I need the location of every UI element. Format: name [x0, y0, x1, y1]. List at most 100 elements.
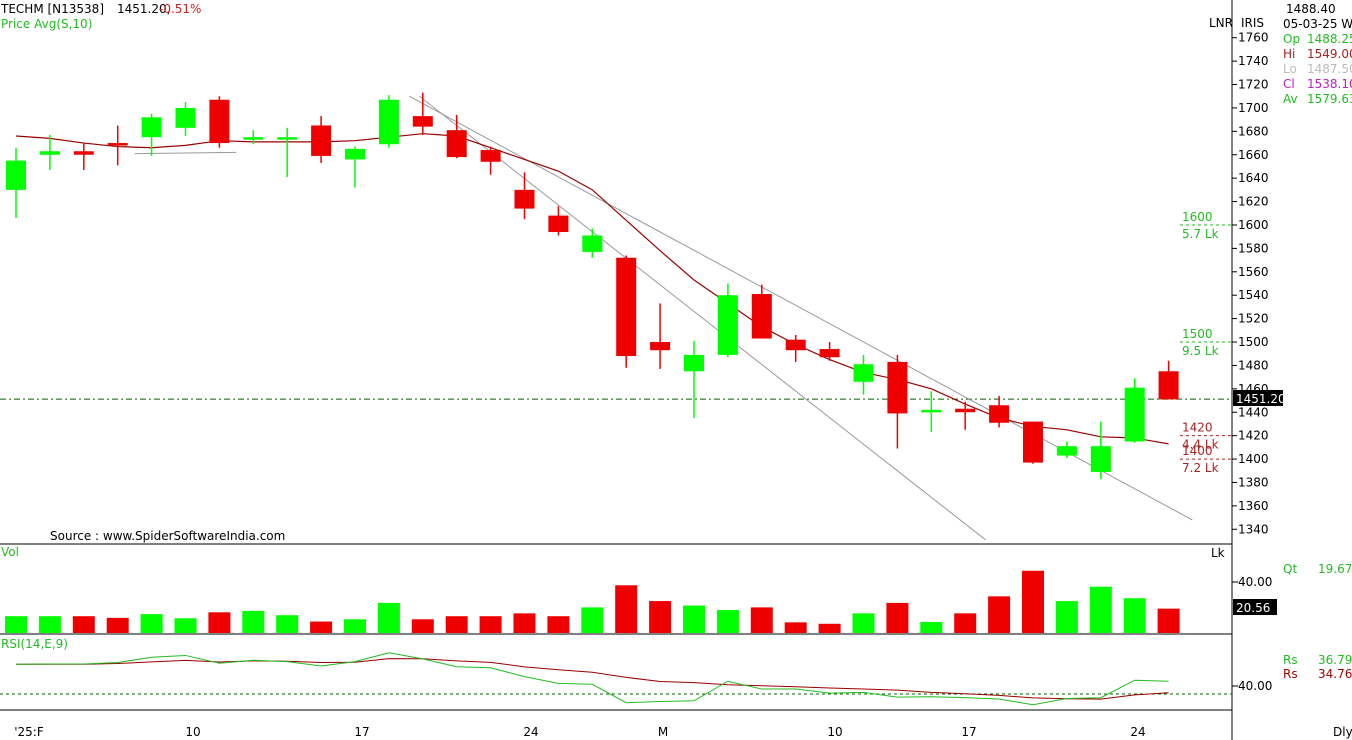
candle-body — [141, 117, 162, 138]
volume-bar — [750, 607, 773, 633]
volume-bar — [784, 622, 807, 633]
scale-iris-label: IRIS — [1241, 16, 1264, 30]
candle-body — [107, 143, 128, 146]
price-tick-label: 1420 — [1238, 429, 1269, 443]
rsi-rs2-label: Rs — [1283, 667, 1298, 681]
volume-bar — [411, 619, 434, 633]
price-axis-ticks: 1340136013801400142014401460148015001520… — [1232, 31, 1269, 536]
price-tick-label: 1740 — [1238, 54, 1269, 68]
volume-bar — [72, 616, 95, 633]
volume-bar — [5, 616, 27, 633]
date-axis-label: 10 — [827, 725, 842, 739]
date-axis-label: 17 — [961, 725, 976, 739]
ohlc-label: Op — [1283, 32, 1300, 46]
trendlines — [134, 95, 1193, 541]
last-price-label: 1451.20, — [117, 2, 170, 16]
volume-last-tag-bg — [1233, 599, 1277, 615]
volume-bar — [683, 605, 705, 633]
rsi-line — [15, 652, 1169, 706]
candle-body — [887, 361, 908, 414]
volume-bar — [886, 602, 909, 633]
ohlc-value: 1488.25 — [1307, 32, 1352, 46]
volume-bar — [1055, 601, 1078, 633]
rsi-rs2-value: 34.76 — [1318, 667, 1352, 681]
price-tick-label: 1520 — [1238, 312, 1269, 326]
ohlc-label: Lo — [1283, 62, 1297, 76]
volume-bar — [716, 610, 739, 633]
volume-panel-label: Vol — [1, 545, 19, 559]
volume-bar — [38, 616, 61, 633]
price-tick-label: 1400 — [1238, 452, 1269, 466]
date-axis-labels: '25:F 10 17 24 M 10 17 24 — [14, 725, 1145, 739]
price-tick-label: 1340 — [1238, 522, 1269, 536]
candle-body — [311, 125, 332, 156]
rsi-panel-label: RSI(14,E,9) — [1, 637, 68, 651]
candle-body — [785, 339, 806, 351]
candle-body — [6, 160, 26, 190]
volume-profile-price: 1400 — [1182, 444, 1213, 458]
cursor-date-label: 05-03-25 We — [1283, 17, 1352, 31]
candle-body — [1023, 421, 1043, 463]
ohlc-label: Hi — [1283, 47, 1295, 61]
volume-bar — [615, 585, 638, 633]
candle-body — [616, 257, 637, 357]
volume-bar — [513, 613, 536, 633]
price-tick-label: 1540 — [1238, 288, 1269, 302]
price-tick-label: 1680 — [1238, 124, 1269, 138]
date-axis-label: 24 — [1130, 725, 1145, 739]
candle-body — [853, 364, 874, 382]
ohlc-readout: Op 1488.25 Hi 1549.00 Lo 1487.50 Cl 1538.10 Av 15… — [1283, 32, 1352, 106]
volume-bars — [5, 570, 1180, 633]
volume-bar — [547, 616, 570, 633]
candle-body — [1056, 446, 1077, 456]
candle-body — [175, 107, 196, 128]
moving-average — [15, 133, 1169, 445]
ohlc-label: Av — [1283, 92, 1298, 106]
trendline — [419, 95, 986, 541]
volume-last-tag: 20.56 — [1236, 601, 1270, 615]
rsi-rs1-value: 36.79 — [1318, 653, 1352, 667]
period-label: Dly — [1333, 725, 1352, 739]
candle-body — [684, 354, 704, 372]
rsi-signal-line — [16, 658, 1169, 700]
price-tick-label: 1620 — [1238, 195, 1269, 209]
candle-body — [989, 405, 1010, 423]
candle-body — [243, 137, 264, 140]
volume-bar — [479, 616, 502, 633]
volume-bar — [1089, 586, 1112, 633]
cursor-price-label: 1488.40 — [1286, 2, 1336, 16]
ohlc-value: 1487.50 — [1307, 62, 1352, 76]
price-tick-label: 1360 — [1238, 499, 1269, 513]
volume-tick-label: 40.00 — [1238, 575, 1272, 589]
candle-body — [345, 148, 365, 160]
price-tick-label: 1440 — [1238, 405, 1269, 419]
volume-bar — [445, 616, 468, 633]
volume-unit-label: Lk — [1211, 546, 1225, 560]
candle-body — [921, 409, 942, 413]
volume-bar — [1123, 598, 1146, 633]
candle-body — [1124, 387, 1145, 442]
volume-bar — [174, 618, 197, 633]
candle-body — [751, 294, 772, 339]
candle-body — [1158, 371, 1179, 400]
volume-bar — [852, 613, 875, 633]
trendline — [134, 151, 237, 155]
candle-body — [412, 116, 433, 127]
volume-profile-volume: 5.7 Lk — [1182, 227, 1219, 241]
rsi-tick-label: 40.00 — [1238, 679, 1272, 693]
date-axis-label: '25:F — [14, 725, 44, 739]
ohlc-value: 1549.00 — [1307, 47, 1352, 61]
volume-bar — [276, 615, 299, 633]
price-tick-label: 1700 — [1238, 101, 1269, 115]
candle-body — [819, 349, 840, 358]
price-tick-label: 1580 — [1238, 241, 1269, 255]
price-tick-label: 1500 — [1238, 335, 1269, 349]
price-tick-label: 1600 — [1238, 218, 1269, 232]
symbol-label: TECHM [N13538] — [0, 2, 104, 16]
volume-bar — [649, 601, 672, 633]
source-label: Source : www.SpiderSoftwareIndia.com — [50, 529, 285, 543]
date-axis-label: M — [658, 725, 668, 739]
ohlc-label: Cl — [1283, 77, 1295, 91]
